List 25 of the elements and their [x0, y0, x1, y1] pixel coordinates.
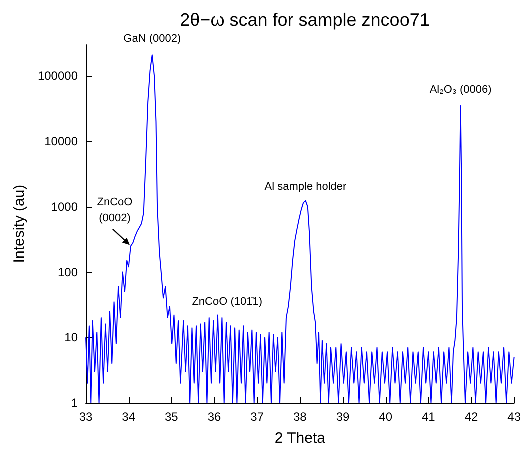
x-tick-label: 41 — [422, 410, 436, 424]
y-tick-label: 1 — [71, 396, 78, 410]
y-tick-label: 100000 — [38, 69, 78, 84]
annotation: ZnCoO (0002) — [97, 196, 134, 224]
y-tick-label: 10000 — [44, 134, 78, 149]
y-tick-label: 10 — [64, 330, 78, 345]
x-tick-label: 37 — [250, 410, 264, 424]
y-axis-title: Intesity (au) — [11, 184, 28, 264]
x-tick-label: 33 — [79, 410, 93, 424]
annotation: Al sample holder — [264, 180, 348, 193]
annotation: Al₂O₃ (0006) — [430, 84, 492, 96]
y-tick-label: 100 — [58, 265, 78, 280]
x-tick-label: 35 — [164, 410, 179, 424]
x-tick-label: 40 — [379, 410, 393, 424]
annotation: ZnCoO (101̄1) — [192, 296, 263, 308]
x-axis-title: 2 Theta — [274, 430, 326, 447]
x-tick-label: 42 — [464, 410, 478, 424]
x-tick-label: 43 — [508, 410, 522, 424]
y-tick-label: 1000 — [51, 200, 78, 214]
chart-title: 2θ−ω scan for sample zncoo71 — [180, 10, 430, 30]
annotation: GaN (0002) — [124, 33, 182, 46]
x-tick-label: 34 — [122, 410, 136, 424]
x-tick-label: 36 — [208, 410, 222, 424]
x-tick-label: 38 — [293, 410, 308, 424]
x-tick-label: 39 — [336, 410, 350, 424]
